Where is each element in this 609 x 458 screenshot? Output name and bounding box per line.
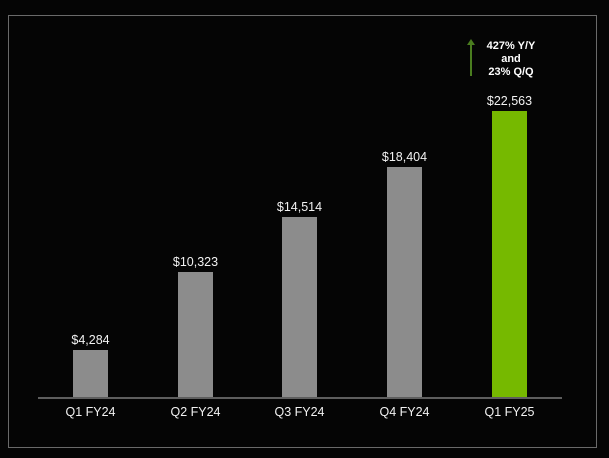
x-tick-label: Q1 FY24	[65, 405, 116, 419]
growth-annotation: 427% Y/Y and 23% Q/Q	[478, 40, 544, 79]
bar-q4-fy24	[387, 167, 422, 398]
value-label: $4,284	[71, 333, 110, 347]
annotation-and: and	[501, 53, 521, 65]
chart-frame	[8, 15, 597, 448]
bar-q1-fy25	[492, 111, 527, 398]
x-tick-label: Q1 FY25	[484, 405, 535, 419]
x-tick-label: Q3 FY24	[274, 405, 325, 419]
value-label: $18,404	[381, 150, 428, 164]
bar-q2-fy24	[178, 272, 213, 398]
value-label: $22,563	[486, 94, 533, 108]
value-label: $10,323	[172, 255, 219, 269]
up-arrow-icon	[467, 39, 475, 76]
annotation-qoq: 23% Q/Q	[488, 66, 534, 78]
x-tick-label: Q4 FY24	[379, 405, 430, 419]
value-label: $14,514	[276, 200, 323, 214]
bar-q3-fy24	[282, 217, 317, 398]
x-tick-label: Q2 FY24	[170, 405, 221, 419]
x-axis-line	[38, 397, 562, 399]
bar-q1-fy24	[73, 350, 108, 398]
annotation-yoy: 427% Y/Y	[486, 40, 536, 52]
